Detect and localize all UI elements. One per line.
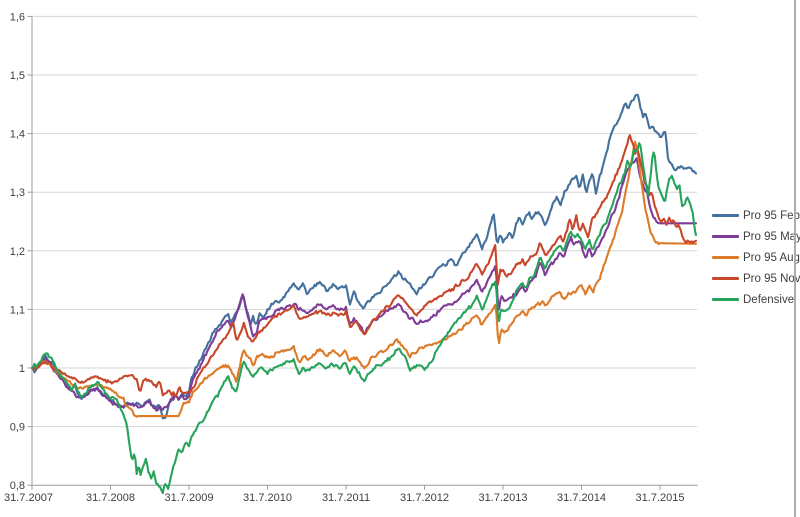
- x-axis-tick-label: 31.7.2009: [165, 492, 214, 504]
- x-axis-tick-label: 31.7.2015: [636, 492, 685, 504]
- y-axis-tick-label: 1,2: [10, 246, 25, 258]
- series-line-pro-95-nov: [30, 134, 698, 397]
- y-axis-tick-label: 1,4: [10, 129, 25, 141]
- legend-item: Pro 95 Aug: [712, 247, 800, 268]
- x-axis-tick-label: 31.7.2011: [322, 492, 370, 504]
- y-axis-tick-label: 0,8: [10, 480, 25, 492]
- gridlines: [32, 15, 697, 428]
- legend-label: Pro 95 May: [743, 230, 800, 243]
- x-axis-tick-label: 31.7.2012: [400, 492, 449, 504]
- legend-label: Pro 95 Aug: [743, 251, 800, 264]
- series-line-pro-95-aug: [30, 140, 698, 418]
- y-axis-tick-label: 1,1: [10, 304, 25, 316]
- y-axis-tick-label: 1,5: [10, 70, 25, 82]
- series-swatch-pro-95-feb: [712, 214, 739, 217]
- y-axis-tick-label: 0,9: [10, 422, 25, 434]
- x-axis-tick-label: 31.7.2014: [557, 492, 606, 504]
- legend-item: Pro 95 May: [712, 226, 800, 247]
- axis-labels: 1,6 1,5 1,4 1,3 1,2 1,1 1 0,9 0,831.7.2007 31.7.2…: [4, 11, 684, 504]
- legend: Pro 95 Feb Pro 95 May Pro 95 Aug Pro 95 …: [712, 205, 800, 310]
- series-line-pro-95-feb: [30, 93, 698, 420]
- x-axis-tick-label: 31.7.2008: [86, 492, 135, 504]
- series-swatch-defensive: [712, 298, 739, 301]
- y-axis-tick-label: 1: [19, 363, 25, 375]
- legend-item: Pro 95 Feb: [712, 205, 800, 226]
- legend-item: Pro 95 Nov: [712, 268, 800, 289]
- series-swatch-pro-95-may: [712, 235, 739, 238]
- legend-label: Pro 95 Nov: [743, 272, 800, 285]
- y-axis-tick-label: 1,6: [10, 11, 25, 23]
- series-swatch-pro-95-nov: [712, 277, 739, 280]
- legend-label: Defensive: [743, 293, 795, 306]
- series-lines: [30, 93, 698, 495]
- screenshot-right-border: [794, 0, 796, 517]
- legend-label: Pro 95 Feb: [743, 209, 800, 222]
- axes: [27, 15, 698, 490]
- series-swatch-pro-95-aug: [712, 256, 739, 259]
- x-axis-tick-label: 31.7.2010: [243, 492, 292, 504]
- y-axis-tick-label: 1,3: [10, 187, 25, 199]
- x-axis-tick-label: 31.7.2007: [4, 492, 53, 504]
- series-line-defensive: [30, 142, 698, 495]
- x-axis-tick-label: 31.7.2013: [479, 492, 528, 504]
- legend-item: Defensive: [712, 289, 800, 310]
